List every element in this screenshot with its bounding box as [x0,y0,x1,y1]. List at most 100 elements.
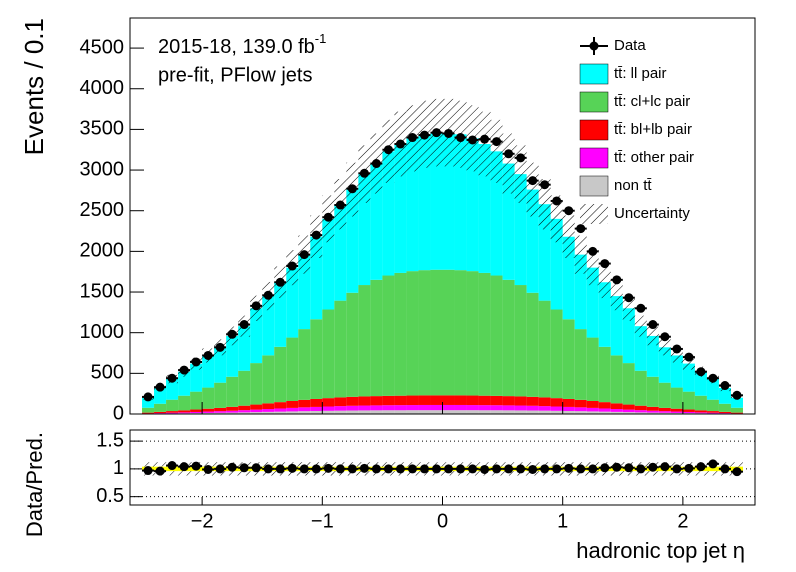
stack-bar [214,407,227,412]
stack-bar [370,396,383,406]
stack-bar [682,363,695,392]
stack-bar [202,387,215,409]
data-point [636,303,646,313]
legend-data-marker [589,41,599,51]
data-point [311,230,321,240]
stack-bar [358,410,371,414]
stack-bar [586,407,599,412]
stack-bar [466,271,479,396]
legend-swatch [579,119,609,141]
stack-bar [670,355,683,388]
stack-bar [226,412,239,414]
uncertainty-band [586,250,599,286]
stack-bar [394,395,407,406]
y-tick-label: 2000 [80,240,125,262]
stack-bar [706,412,719,414]
stack-bar [490,275,503,396]
stack-bar [418,395,431,405]
stack-bar [454,404,467,411]
data-point [239,320,249,330]
legend-label: Data [614,37,646,54]
stack-bar [442,404,455,411]
stack-bar [334,410,347,414]
stack-bar [346,410,359,414]
legend-label: tt̄: ll pair [614,65,667,82]
legend-swatch [580,204,608,224]
stack-bar [418,270,431,396]
stack-bar [514,410,527,414]
stack-bar [178,410,191,413]
stack-bar [322,398,335,407]
stack-bar [682,409,695,412]
stack-bar [178,412,191,414]
stack-bar [538,406,551,411]
stack-bar [214,382,227,408]
stack-bar [250,404,263,410]
data-point [167,373,177,383]
data-point [323,212,333,222]
ratio-point [419,464,429,474]
uncertainty-band [658,339,671,356]
stack-bar [154,411,167,414]
stack-bar [586,400,599,408]
stack-bar [310,406,323,411]
ratio-point [323,463,333,473]
stack-bar [406,271,419,396]
ratio-point [636,464,646,474]
ratio-point [696,462,706,472]
stack-bar [274,402,287,409]
stack-bar [190,363,203,392]
data-point [720,381,730,391]
ratio-point [624,463,634,473]
stack-bar [598,411,611,414]
stack-bar [706,399,719,412]
stack-bar [322,410,335,414]
stack-bar [298,399,311,408]
y-tick-label: 4000 [80,77,125,99]
data-point [383,145,393,155]
data-point [612,275,622,285]
ratio-point [600,463,610,473]
data-point [684,352,694,362]
data-point [540,180,550,190]
ratio-point [275,464,285,474]
stack-bar [274,346,287,403]
ratio-point [648,462,658,472]
stack-bar [682,411,695,414]
stack-bar [610,409,623,412]
stack-bar [574,399,587,408]
stack-bar [430,269,443,396]
stack-bar [166,379,179,400]
ratio-point [371,464,381,474]
ratio-point [383,464,393,474]
stack-bar [394,410,407,414]
axes: 0 500 1000 1500 2000 2500 3000 3500 4000 4500 0.5 1… [80,36,689,532]
stack-bar [550,410,563,414]
uncertainty-band [682,357,695,370]
ratio-band [706,466,719,472]
legend-swatch [579,63,609,85]
ratio-point [492,464,502,474]
stack-bar [442,132,455,270]
ratio-y-tick-label: 1.5 [96,429,124,451]
stack-bar [562,398,575,407]
stack-bar [514,285,527,397]
data-point [480,134,490,144]
y-tick-label: 2500 [80,199,125,221]
stack-bar [322,406,335,411]
stack-bar [298,411,311,414]
stack-bar [262,403,275,410]
stack-bar [598,346,611,403]
data-point [419,130,429,140]
stack-bar [166,412,179,414]
stack-bar [598,282,611,347]
stack-bar [394,272,407,396]
y-tick-label: 3500 [80,118,125,140]
data-point [552,196,562,206]
stack-bar [622,412,635,414]
stack-bar [346,396,359,406]
x-axis-title: hadronic top jet η [576,538,745,563]
uncertainty-band [610,281,623,311]
uncertainty-band [574,235,587,274]
stack-bar [298,329,311,400]
